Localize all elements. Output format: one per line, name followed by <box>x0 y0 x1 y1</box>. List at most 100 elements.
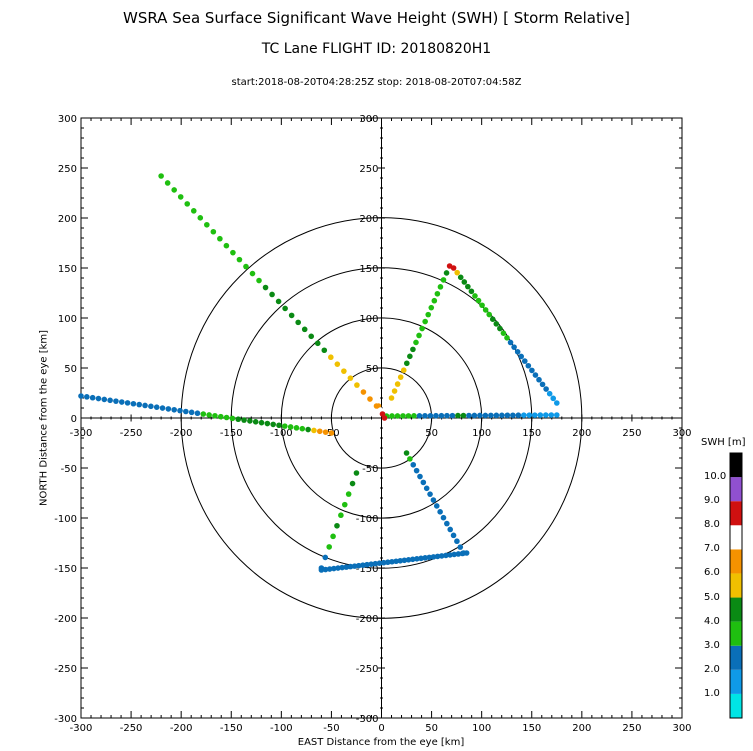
swh-point <box>472 293 478 299</box>
swh-point <box>497 325 503 332</box>
swh-point <box>460 412 467 419</box>
swh-point <box>355 562 362 569</box>
swh-point <box>444 520 450 527</box>
swh-point <box>334 522 340 529</box>
swh-point <box>282 305 288 312</box>
y-tick-label: 250 <box>58 164 77 175</box>
swh-point <box>212 412 218 419</box>
swh-point <box>101 396 108 403</box>
swh-point <box>405 413 412 419</box>
x-axis-label: EAST Distance from the eye [km] <box>297 737 465 748</box>
swh-point <box>194 410 201 417</box>
swh-point <box>95 395 102 402</box>
swh-point <box>543 386 549 392</box>
swh-point <box>450 532 457 539</box>
swh-point <box>380 559 387 566</box>
swh-point <box>548 412 555 418</box>
swh-point <box>437 509 443 515</box>
swh-point <box>434 553 441 560</box>
swh-point <box>532 372 539 378</box>
swh-point <box>148 403 154 410</box>
x-tick-label: -150 <box>220 723 243 734</box>
swh-point <box>423 485 430 492</box>
colorbar-bin <box>730 501 742 526</box>
colorbar-bin <box>730 453 742 478</box>
colorbar-tick-label: 4.0 <box>704 615 720 627</box>
swh-point <box>159 405 166 411</box>
swh-point <box>511 344 517 350</box>
swh-point <box>471 412 478 419</box>
y-tick-label: 0 <box>71 414 77 425</box>
swh-point <box>413 467 420 474</box>
swh-point <box>210 228 217 235</box>
x-tick-label: 50 <box>425 723 438 734</box>
swh-point <box>287 424 294 430</box>
x-tick-label: -300 <box>70 723 93 734</box>
swh-point <box>397 374 404 380</box>
swh-point <box>514 348 521 355</box>
swh-point <box>282 423 288 429</box>
swh-point <box>368 561 374 567</box>
swh-point <box>504 335 510 341</box>
y-axis-label: NORTH Distance from the eye [km] <box>38 329 50 507</box>
swh-point <box>417 473 423 480</box>
swh-point <box>394 413 401 419</box>
x-tick-label-center: -200 <box>170 428 193 439</box>
y-tick-label: -50 <box>61 464 77 475</box>
swh-point <box>444 412 450 419</box>
swh-point <box>434 290 441 297</box>
swh-point <box>89 394 96 401</box>
y-tick-label: -300 <box>54 714 77 725</box>
swh-point <box>328 430 335 436</box>
swh-point <box>489 316 496 323</box>
swh-point <box>410 461 417 468</box>
x-tick-label-center: 300 <box>672 428 691 439</box>
swh-point <box>275 298 282 305</box>
swh-point <box>479 302 485 309</box>
swh-point <box>409 556 416 563</box>
swh-point <box>430 497 437 503</box>
swh-point <box>367 396 373 402</box>
x-tick-label: -200 <box>170 723 193 734</box>
swh-point <box>347 563 354 570</box>
swh-point <box>447 552 453 558</box>
swh-point <box>252 419 259 425</box>
x-tick-label-center: 50 <box>425 428 438 439</box>
colorbar-tick-label: 6.0 <box>704 567 720 579</box>
y-tick-label: 200 <box>58 214 77 225</box>
y-tick-label: 300 <box>58 114 77 125</box>
swh-point <box>243 263 249 270</box>
x-tick-label: 300 <box>672 723 691 734</box>
swh-point <box>276 422 282 429</box>
chart-title: WSRA Sea Surface Significant Wave Height… <box>123 9 630 27</box>
colorbar-bin <box>730 597 742 622</box>
swh-point <box>269 291 275 298</box>
swh-point <box>360 562 366 568</box>
swh-point <box>389 558 395 565</box>
swh-point <box>526 412 533 418</box>
swh-point <box>493 412 500 419</box>
swh-point <box>316 428 323 435</box>
swh-point <box>230 249 236 256</box>
swh-point <box>430 554 437 560</box>
swh-point <box>360 389 367 395</box>
swh-point <box>393 558 399 565</box>
swh-point <box>539 381 546 388</box>
swh-point <box>223 242 230 249</box>
swh-point <box>338 512 344 519</box>
y-tick-label-center: 100 <box>359 314 378 325</box>
colorbar-bin <box>730 477 742 502</box>
swh-point <box>341 501 348 508</box>
swh-point <box>543 412 549 418</box>
swh-point <box>295 319 301 326</box>
swh-point <box>500 330 507 336</box>
swh-point <box>376 560 383 566</box>
swh-point <box>437 284 444 290</box>
colorbar-tick-label: 2.0 <box>704 663 720 675</box>
swh-point <box>455 412 461 419</box>
swh-point <box>532 412 538 418</box>
x-tick-label: -50 <box>323 723 339 734</box>
swh-point <box>247 418 253 424</box>
swh-point <box>184 201 191 207</box>
swh-point <box>404 360 410 367</box>
